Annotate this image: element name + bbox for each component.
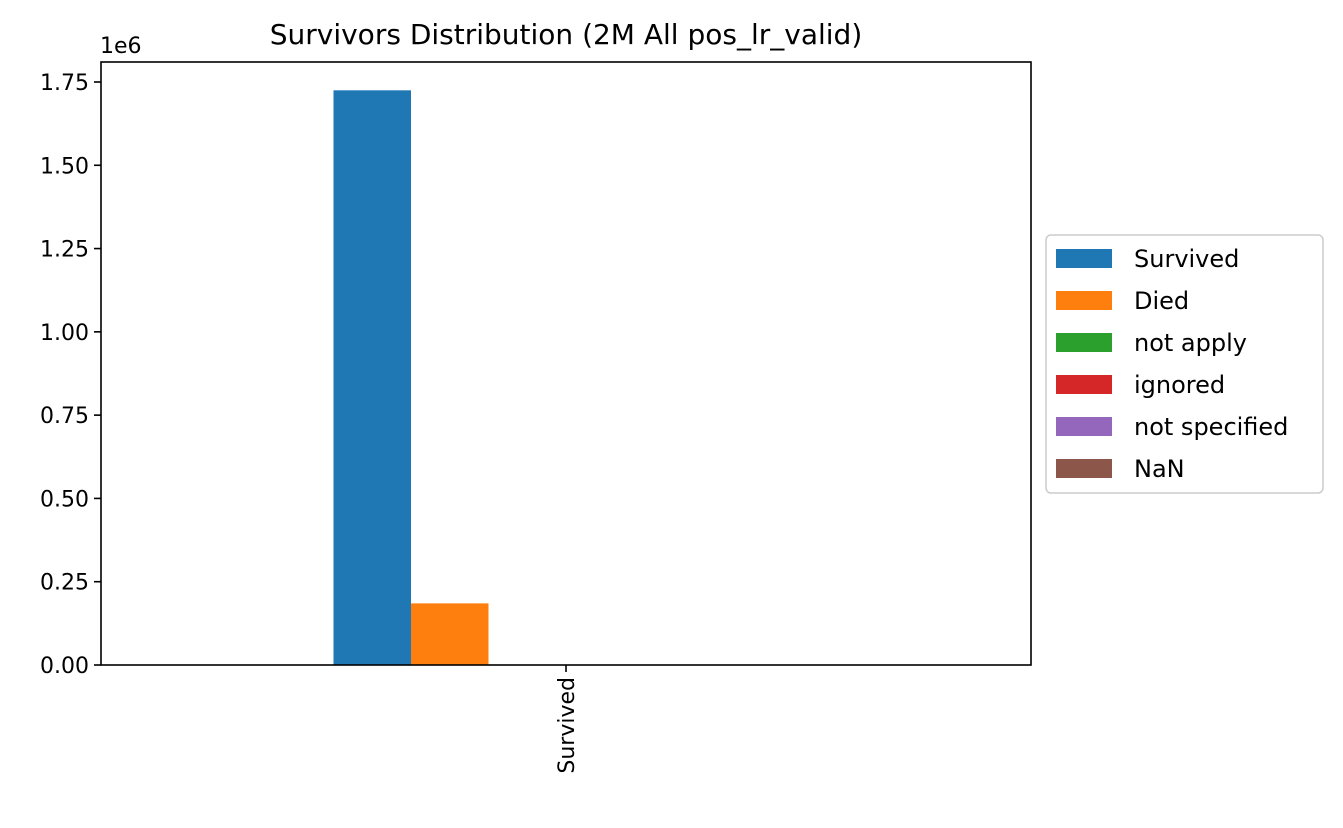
x-tick-label: Survived xyxy=(555,677,580,774)
legend-label: Died xyxy=(1134,287,1189,315)
y-tick-label: 0.25 xyxy=(40,571,89,596)
x-axis: Survived xyxy=(555,665,580,774)
legend-label: ignored xyxy=(1134,371,1225,399)
y-tick-label: 1.00 xyxy=(40,321,89,346)
legend-label: Survived xyxy=(1134,245,1239,273)
legend-frame xyxy=(1045,234,1324,494)
legend-swatch xyxy=(1056,291,1112,310)
plot-frame xyxy=(100,61,1032,666)
y-tick-label: 1.25 xyxy=(40,238,89,263)
legend-swatch xyxy=(1056,333,1112,352)
legend-label: not specified xyxy=(1134,413,1288,441)
chart-title: Survivors Distribution (2M All pos_lr_va… xyxy=(270,18,863,51)
y-tick-label: 0.50 xyxy=(40,487,89,512)
bars-group xyxy=(333,90,489,665)
y-tick-label: 1.50 xyxy=(40,154,89,179)
legend-label: not apply xyxy=(1134,329,1247,357)
y-axis-offset-label: 1e6 xyxy=(100,34,142,59)
bar-died xyxy=(411,603,489,665)
legend-swatch xyxy=(1056,249,1112,268)
y-tick-label: 0.75 xyxy=(40,404,89,429)
legend-swatch xyxy=(1056,459,1112,478)
legend: Survived Died not apply ignored not specifie… xyxy=(1045,234,1324,494)
bar-survived xyxy=(333,90,411,665)
legend-swatch xyxy=(1056,417,1112,436)
legend-label: NaN xyxy=(1134,455,1185,483)
y-tick-label: 1.75 xyxy=(40,71,89,96)
legend-swatch xyxy=(1056,375,1112,394)
y-tick-label: 0.00 xyxy=(40,654,89,679)
y-axis: 0.00 0.25 0.50 0.75 1.00 1.25 1.50 1.75 xyxy=(40,71,101,679)
